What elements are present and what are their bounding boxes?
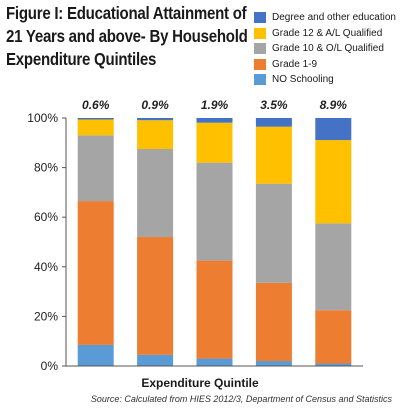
legend-label: Grade 12 & A/L Qualified	[272, 27, 383, 39]
bar-segment-grade-10-o-l-qualified	[315, 223, 352, 311]
bar-segment-grade-12-a-l-qualified	[255, 126, 292, 184]
y-tick-label: 40%	[34, 260, 58, 274]
legend-label: Grade 1-9	[272, 58, 318, 70]
bar-segment-grade-10-o-l-qualified	[137, 149, 174, 238]
bar-segment-degree-and-other-education	[255, 118, 292, 127]
legend-swatch	[254, 27, 266, 39]
legend-label: Degree and other education	[272, 12, 396, 24]
legend-item: Grade 12 & A/L Qualified	[254, 26, 400, 42]
bar-segment-grade-12-a-l-qualified	[137, 120, 174, 149]
bar-segment-grade-10-o-l-qualified	[255, 183, 292, 283]
bar-segment-degree-and-other-education	[196, 118, 233, 123]
source-note: Source: Calculated from HIES 2012/3, Dep…	[90, 394, 392, 404]
legend-swatch	[254, 74, 266, 86]
y-tick-label: 60%	[34, 210, 58, 224]
bar-segment-grade-1-9	[255, 282, 292, 362]
bar-segment-grade-10-o-l-qualified	[77, 135, 114, 202]
legend-label: Grade 10 & O/L Qualified	[272, 43, 384, 55]
legend-swatch	[254, 12, 266, 24]
bar-segment-grade-1-9	[196, 260, 233, 359]
bar-segment-no-schooling	[315, 363, 352, 366]
y-tick-label: 20%	[34, 309, 58, 323]
bar-segment-grade-12-a-l-qualified	[315, 140, 352, 224]
bar-segment-degree-and-other-education	[315, 118, 352, 141]
legend-item: Degree and other education	[254, 10, 400, 26]
bar-segment-grade-10-o-l-qualified	[196, 162, 233, 261]
bar-segment-no-schooling	[255, 361, 292, 366]
x-axis-label: Expenditure Quintile	[141, 376, 259, 390]
bar-segment-no-schooling	[196, 358, 233, 366]
bar-segment-grade-12-a-l-qualified	[196, 122, 233, 163]
chart-legend: Degree and other education Grade 12 & A/L…	[254, 10, 400, 88]
legend-item: NO Schooling	[254, 72, 400, 88]
y-tick-label: 100%	[27, 111, 58, 125]
legend-label: NO Schooling	[272, 74, 334, 86]
chart-title: Figure I: Educational Attainment of 21 Y…	[6, 3, 248, 69]
bar-segment-grade-1-9	[77, 201, 114, 345]
bar-top-label: 1.9%	[201, 98, 229, 112]
bar-segment-grade-1-9	[137, 237, 174, 355]
bar-segment-grade-12-a-l-qualified	[77, 119, 114, 136]
legend-swatch	[254, 43, 266, 55]
legend-swatch	[254, 58, 266, 70]
bar-top-label: 0.6%	[82, 98, 110, 112]
legend-item: Grade 1-9	[254, 57, 400, 73]
y-tick-label: 80%	[34, 161, 58, 175]
bar-segment-no-schooling	[77, 344, 114, 366]
bar-segment-grade-1-9	[315, 310, 352, 364]
bar-top-label: 8.9%	[320, 98, 348, 112]
bar-segment-no-schooling	[137, 354, 174, 366]
bar-segment-degree-and-other-education	[77, 118, 114, 120]
bar-top-label: 0.9%	[141, 98, 169, 112]
bar-segment-degree-and-other-education	[137, 118, 174, 121]
y-tick-label: 0%	[41, 359, 59, 373]
bar-top-label: 3.5%	[260, 98, 288, 112]
legend-item: Grade 10 & O/L Qualified	[254, 41, 400, 57]
